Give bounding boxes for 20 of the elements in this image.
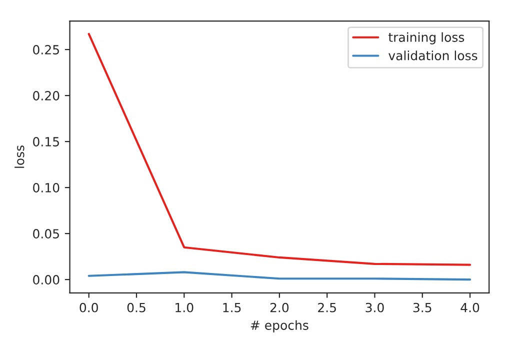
- line-series: [88, 271, 472, 281]
- x-tick-label: 1.5: [223, 303, 241, 312]
- y-tick-label: 0.25: [33, 45, 59, 54]
- y-tick-label: 0.05: [33, 229, 59, 238]
- x-tick-label: 4.0: [460, 302, 480, 312]
- x-tick-label: 3.0: [366, 302, 384, 312]
- x-tick-label: 3.5: [413, 302, 432, 312]
- x-tick-label: 1.0: [176, 302, 194, 312]
- legend-label: training loss: [388, 32, 464, 44]
- x-axis-title: # epochs: [250, 320, 308, 332]
- y-tick-label: 0.00: [33, 275, 60, 284]
- y-tick-label: 0.15: [33, 137, 59, 146]
- x-tick-label: 0.5: [127, 302, 146, 312]
- y-tick-label: 0.20: [33, 91, 60, 100]
- x-tick-label: 2.0: [270, 302, 289, 312]
- y-axis-title: loss: [14, 145, 24, 168]
- x-tick-label: 2.5: [318, 302, 336, 312]
- y-tick-label: 0.10: [33, 183, 60, 192]
- x-tick-label: 0.0: [80, 302, 98, 312]
- legend-label: validation loss: [388, 50, 478, 60]
